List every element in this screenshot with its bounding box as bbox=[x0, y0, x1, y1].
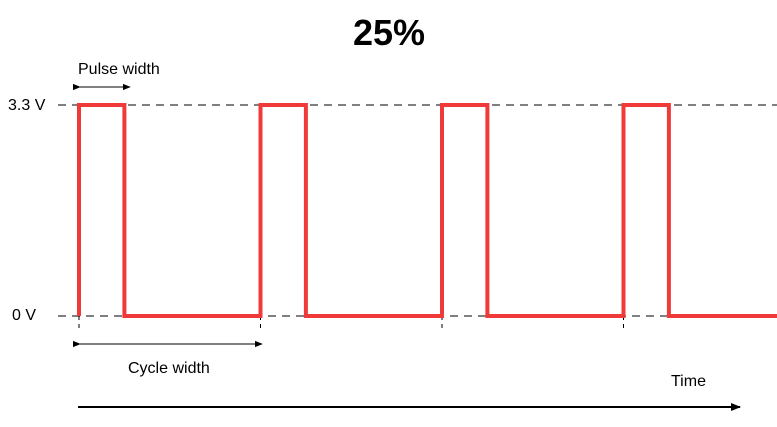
low-level-label: 0 V bbox=[12, 307, 36, 324]
high-level-label: 3.3 V bbox=[8, 97, 46, 114]
time-label: Time bbox=[671, 373, 706, 390]
pwm-signal-series bbox=[77, 103, 777, 318]
diagram-title: 25% bbox=[353, 12, 425, 53]
pulse-width-label: Pulse width bbox=[78, 61, 160, 78]
cycle-width-label: Cycle width bbox=[128, 360, 210, 377]
